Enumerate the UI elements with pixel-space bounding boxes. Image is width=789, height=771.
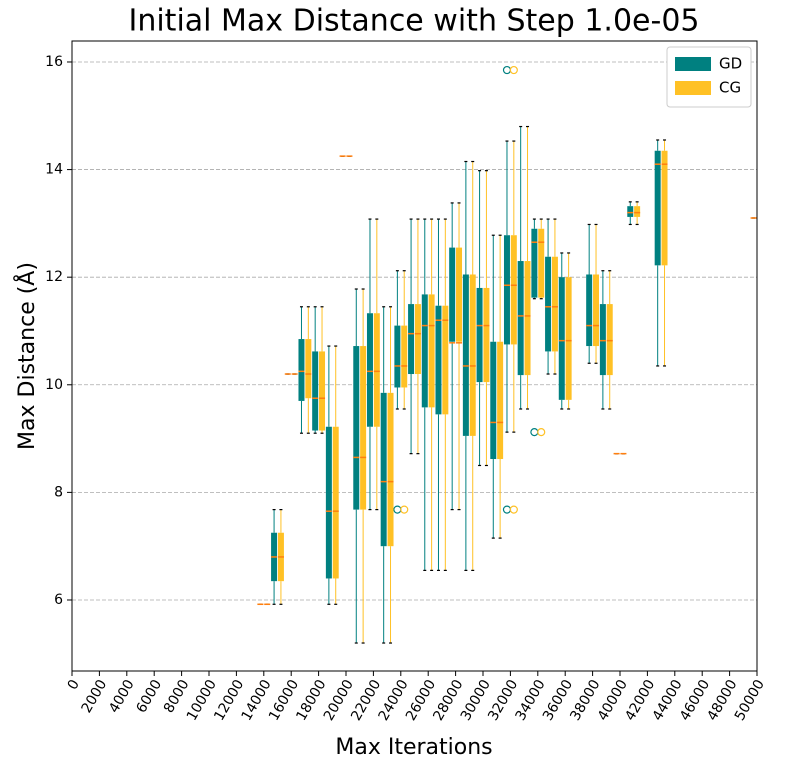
y-tick-label: 12 xyxy=(45,269,63,285)
box xyxy=(319,351,326,431)
flier xyxy=(502,505,512,514)
box xyxy=(305,339,312,399)
box xyxy=(538,228,545,298)
flier xyxy=(400,505,409,514)
box xyxy=(421,294,428,408)
box xyxy=(428,294,435,408)
x-axis-label: Max Iterations xyxy=(335,735,492,760)
y-tick-label: 10 xyxy=(45,377,63,393)
box xyxy=(524,261,531,376)
box xyxy=(510,235,517,345)
flier xyxy=(509,65,518,75)
y-tick-label: 14 xyxy=(45,162,63,178)
box xyxy=(442,305,449,415)
box xyxy=(312,351,319,431)
box xyxy=(497,341,504,460)
x-tick-label: 0 xyxy=(65,677,83,693)
box xyxy=(408,304,415,375)
box xyxy=(476,287,483,383)
box xyxy=(325,426,332,579)
box xyxy=(414,304,421,375)
box xyxy=(606,304,613,376)
legend-label: CG xyxy=(719,79,741,97)
box xyxy=(373,313,380,427)
flier xyxy=(502,65,512,75)
flier xyxy=(537,428,546,437)
box xyxy=(593,274,600,347)
box xyxy=(394,325,401,388)
box xyxy=(551,256,558,352)
box xyxy=(586,274,593,347)
box xyxy=(503,235,510,345)
box xyxy=(627,206,634,217)
box xyxy=(360,346,367,510)
plot-area xyxy=(257,65,757,644)
flier xyxy=(509,505,518,514)
grid xyxy=(72,61,757,601)
box xyxy=(599,304,606,376)
axes: 6810121416020004000600080001000012000140… xyxy=(45,54,768,724)
box xyxy=(353,346,360,510)
y-tick-label: 16 xyxy=(45,54,63,70)
legend-swatch xyxy=(675,81,711,95)
flier xyxy=(530,428,539,437)
x-tick-label: 4000 xyxy=(106,677,138,716)
flier xyxy=(393,505,402,514)
y-tick-label: 6 xyxy=(54,592,63,608)
box xyxy=(332,426,339,579)
box xyxy=(449,247,456,342)
box xyxy=(565,277,572,400)
box xyxy=(469,274,476,436)
x-tick-label: 6000 xyxy=(133,677,165,716)
box xyxy=(634,206,641,217)
box xyxy=(435,305,442,415)
plot-frame xyxy=(71,40,758,672)
chart-title: Initial Max Distance with Step 1.0e-05 xyxy=(128,4,699,39)
box xyxy=(531,228,538,298)
box xyxy=(462,274,469,436)
legend-swatch xyxy=(675,57,711,71)
box xyxy=(366,313,373,427)
box xyxy=(483,287,490,383)
legend-label: GD xyxy=(719,55,742,73)
box xyxy=(490,341,497,460)
box xyxy=(654,150,661,266)
y-axis-label: Max Distance (Å) xyxy=(13,262,40,450)
legend: GD CG xyxy=(666,46,752,108)
box xyxy=(517,261,524,376)
box xyxy=(456,247,463,342)
box xyxy=(298,339,305,401)
x-tick-label: 2000 xyxy=(79,677,111,716)
box xyxy=(387,392,394,547)
box xyxy=(558,277,565,400)
y-tick-label: 8 xyxy=(54,484,63,500)
box xyxy=(401,325,408,388)
box xyxy=(661,150,668,266)
box xyxy=(545,256,552,352)
box xyxy=(380,392,387,547)
